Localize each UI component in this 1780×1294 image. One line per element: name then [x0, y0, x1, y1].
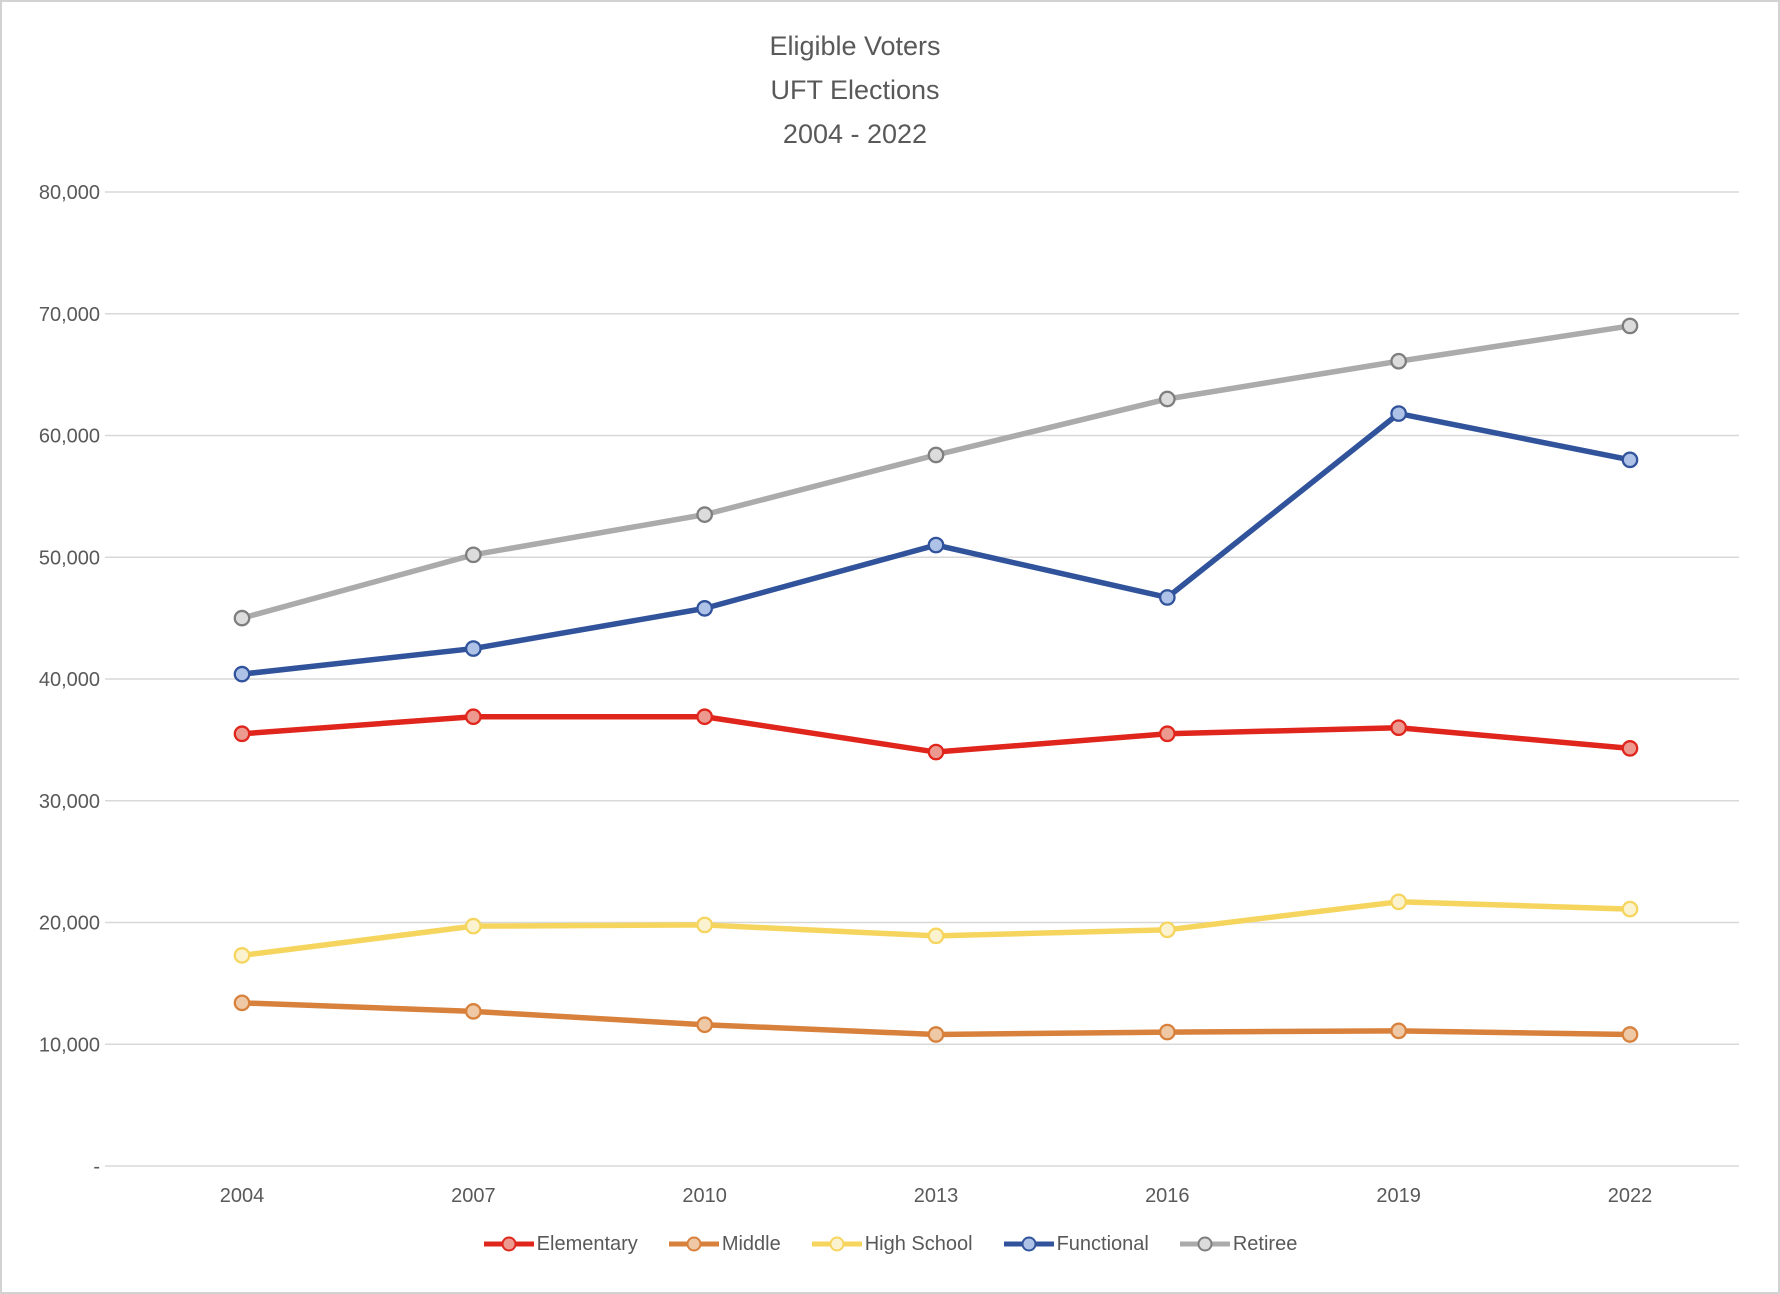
marker-high-school-2019	[1390, 893, 1408, 911]
chart-title-line2: UFT Elections	[770, 75, 940, 105]
y-tick-label: 60,000	[39, 426, 100, 448]
legend-item-functional: Functional	[1003, 1233, 1149, 1256]
marker-elementary-2013	[927, 743, 945, 761]
legend-label-middle: Middle	[721, 1232, 781, 1255]
chart-title-line3: 2004 - 2022	[782, 119, 928, 149]
marker-retiree-2013	[927, 446, 945, 464]
y-tick-label: 40,000	[39, 669, 100, 691]
marker-functional-2016	[1158, 589, 1176, 606]
x-tick-label: 2022	[1608, 1185, 1653, 1207]
x-tick-label: 2019	[1376, 1185, 1421, 1207]
chart-title: Eligible Voters UFT Elections 2004 - 202…	[769, 24, 940, 156]
marker-middle-2013	[927, 1026, 945, 1043]
marker-middle-2022	[1621, 1026, 1639, 1043]
marker-retiree-2004	[233, 609, 251, 627]
legend-item-elementary: Elementary	[483, 1233, 638, 1256]
marker-elementary-2007	[464, 708, 482, 726]
legend-label-elementary: Elementary	[536, 1232, 638, 1255]
legend-item-middle: Middle	[668, 1233, 781, 1256]
marker-elementary-2022	[1621, 740, 1639, 757]
legend-marker-functional	[1003, 1236, 1054, 1252]
x-tick-label: 2004	[220, 1185, 265, 1207]
legend-label-functional: Functional	[1056, 1232, 1149, 1255]
x-tick-label: 2007	[451, 1185, 496, 1207]
y-tick-label: -	[93, 1156, 100, 1178]
y-tick-label: 50,000	[39, 547, 100, 569]
marker-high-school-2016	[1158, 921, 1176, 939]
marker-functional-2013	[927, 536, 945, 554]
marker-high-school-2013	[927, 927, 945, 945]
marker-retiree-2010	[696, 506, 714, 523]
marker-retiree-2019	[1390, 352, 1408, 370]
marker-retiree-2022	[1621, 317, 1639, 335]
marker-elementary-2019	[1390, 719, 1408, 737]
y-tick-label: 10,000	[39, 1034, 100, 1056]
marker-functional-2004	[233, 665, 251, 683]
x-tick-label: 2010	[682, 1185, 727, 1207]
legend-marker-retiree	[1179, 1236, 1230, 1252]
legend-marker-high-school	[811, 1236, 862, 1252]
marker-middle-2004	[233, 994, 251, 1012]
legend-label-high-school: High School	[864, 1232, 973, 1255]
marker-middle-2007	[464, 1003, 482, 1020]
marker-retiree-2007	[464, 546, 482, 564]
marker-high-school-2022	[1621, 900, 1639, 918]
marker-elementary-2010	[696, 708, 714, 726]
chart-title-line1: Eligible Voters	[769, 31, 941, 61]
y-tick-label: 30,000	[39, 791, 100, 813]
y-tick-label: 20,000	[39, 913, 100, 935]
marker-functional-2022	[1621, 451, 1639, 469]
y-tick-label: 70,000	[39, 304, 100, 326]
legend-marker-middle	[668, 1236, 719, 1252]
chart-legend: Elementary Middle High School Functional Ret…	[2, 1224, 1778, 1264]
marker-high-school-2010	[696, 916, 714, 934]
legend-item-high-school: High School	[811, 1233, 973, 1256]
marker-high-school-2004	[233, 947, 251, 964]
marker-middle-2016	[1158, 1023, 1176, 1041]
marker-middle-2019	[1390, 1022, 1408, 1040]
legend-marker-elementary	[483, 1236, 534, 1252]
marker-functional-2010	[696, 600, 714, 617]
marker-functional-2019	[1390, 405, 1408, 422]
marker-functional-2007	[464, 640, 482, 657]
marker-high-school-2007	[464, 917, 482, 935]
legend-item-retiree: Retiree	[1179, 1233, 1297, 1256]
marker-middle-2010	[696, 1016, 714, 1034]
series-line-retiree	[239, 323, 1633, 621]
legend-label-retiree: Retiree	[1232, 1232, 1298, 1255]
x-tick-label: 2016	[1145, 1185, 1190, 1207]
marker-elementary-2004	[233, 725, 251, 743]
x-tick-label: 2013	[914, 1185, 959, 1207]
marker-retiree-2016	[1158, 390, 1176, 408]
marker-elementary-2016	[1158, 725, 1176, 743]
y-tick-label: 80,000	[39, 182, 100, 204]
